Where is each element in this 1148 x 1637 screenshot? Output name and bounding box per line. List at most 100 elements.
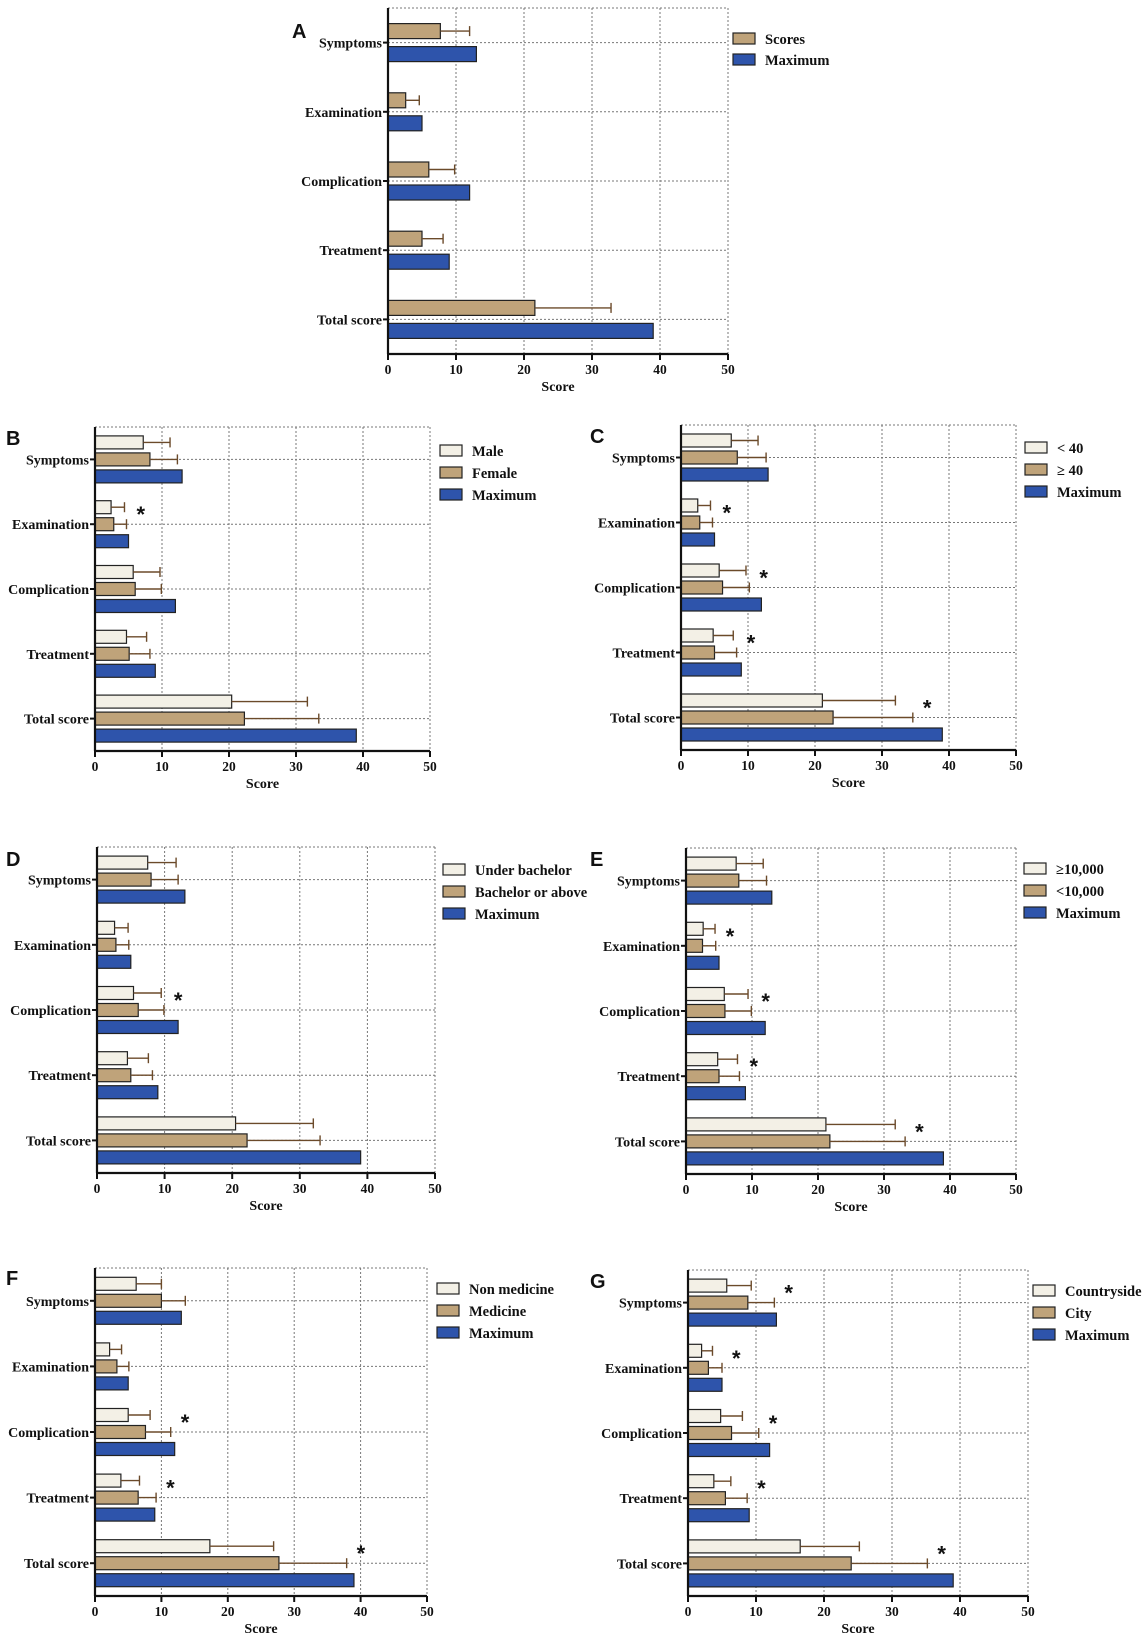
- legend-label-countryside: Countryside: [1065, 1284, 1142, 1300]
- x-tick-label-10: 10: [749, 1604, 763, 1619]
- category-label-symptoms: Symptoms: [319, 37, 383, 52]
- bar-scores-complication: [387, 161, 430, 178]
- category-label-complication: Complication: [601, 1427, 682, 1442]
- category-label-treatment: Treatment: [27, 648, 90, 663]
- significance-star-examination: *: [722, 501, 731, 526]
- panel-letter: B: [6, 428, 20, 450]
- bar-maximum-complication: [94, 598, 177, 614]
- x-tick-label-20: 20: [811, 1182, 825, 1197]
- bar-scores-examination: [387, 92, 407, 109]
- bar-under-bachelor-treatment: [96, 1051, 129, 1066]
- bar-40-examination: [680, 498, 699, 513]
- x-tick-label-20: 20: [221, 1604, 235, 1619]
- x-tick-label-0: 0: [92, 1604, 99, 1619]
- category-label-symptoms: Symptoms: [619, 1297, 683, 1312]
- legend-swatch-maximum: [1032, 1328, 1056, 1341]
- bar-male-symptoms: [94, 435, 144, 450]
- category-label-total-score: Total score: [26, 1134, 91, 1149]
- x-axis-title: Score: [244, 1622, 277, 1637]
- bar-bachelor-or-above-treatment: [96, 1068, 132, 1083]
- legend-swatch-maximum: [732, 53, 756, 66]
- x-tick-label-20: 20: [225, 1181, 239, 1196]
- category-label-examination: Examination: [598, 517, 675, 532]
- legend-swatch-10-000: [1023, 884, 1047, 897]
- panel-g: G Symptoms Examination Complication Treatmen…: [590, 1269, 1142, 1637]
- bar-medicine-examination: [94, 1359, 118, 1374]
- category-label-total-score: Total score: [615, 1135, 680, 1150]
- category-label-total-score: Total score: [617, 1557, 682, 1572]
- panel-letter: E: [590, 849, 603, 871]
- significance-star-treatment: *: [749, 1054, 758, 1079]
- bar-maximum-symptoms: [96, 889, 186, 904]
- bar-10-000-symptoms: [685, 856, 737, 871]
- legend-swatch-male: [439, 444, 463, 457]
- bar-maximum-symptoms: [685, 890, 773, 905]
- category-label-treatment: Treatment: [29, 1069, 92, 1084]
- bar-10-000-treatment: [685, 1069, 720, 1084]
- bar-maximum-symptoms: [94, 1310, 182, 1325]
- category-label-examination: Examination: [603, 940, 680, 955]
- bar-maximum-total-score: [387, 322, 654, 339]
- category-label-complication: Complication: [599, 1005, 680, 1020]
- category-label-complication: Complication: [10, 1004, 91, 1019]
- x-tick-label-30: 30: [287, 1604, 301, 1619]
- bar-maximum-examination: [687, 1377, 723, 1392]
- bar-40-symptoms: [680, 433, 732, 448]
- bar-10-000-examination: [685, 938, 704, 953]
- bar-maximum-total-score: [94, 1573, 355, 1588]
- bar-maximum-treatment: [685, 1086, 747, 1101]
- bar-countryside-treatment: [687, 1474, 715, 1489]
- significance-star-symptoms: *: [784, 1281, 793, 1306]
- legend-swatch-maximum: [439, 488, 463, 501]
- bar-countryside-examination: [687, 1343, 703, 1358]
- legend-label-40: < 40: [1057, 441, 1083, 457]
- legend-label-maximum: Maximum: [1056, 906, 1120, 922]
- bar-female-total-score: [94, 711, 246, 726]
- x-axis-title: Score: [249, 1199, 282, 1214]
- x-tick-label-50: 50: [423, 759, 437, 774]
- category-label-symptoms: Symptoms: [617, 875, 681, 890]
- x-axis-title: Score: [841, 1622, 874, 1637]
- bar-bachelor-or-above-symptoms: [96, 872, 152, 887]
- x-tick-label-0: 0: [685, 1604, 692, 1619]
- bar-10-000-complication: [685, 1003, 726, 1019]
- category-label-total-score: Total score: [317, 313, 382, 328]
- bar-female-examination: [94, 517, 115, 532]
- x-tick-label-10: 10: [155, 759, 169, 774]
- x-tick-label-40: 40: [953, 1604, 967, 1619]
- category-label-treatment: Treatment: [620, 1492, 683, 1507]
- legend-label-maximum: Maximum: [765, 53, 829, 69]
- bar-40-treatment: [680, 645, 716, 660]
- legend-swatch-40: [1024, 463, 1048, 476]
- category-label-symptoms: Symptoms: [612, 452, 676, 467]
- bar-maximum-treatment: [687, 1508, 750, 1523]
- legend-label-male: Male: [472, 444, 504, 460]
- bar-maximum-complication: [680, 597, 763, 612]
- x-tick-label-30: 30: [877, 1182, 891, 1197]
- legend-label-maximum: Maximum: [1065, 1328, 1129, 1344]
- legend-swatch-maximum: [442, 907, 466, 920]
- significance-star-complication: *: [761, 989, 770, 1014]
- bar-male-total-score: [94, 694, 233, 709]
- panel-a: A Symptoms Examination Complication Treatmen…: [292, 7, 829, 395]
- bar-maximum-symptoms: [680, 467, 769, 482]
- bar-countryside-symptoms: [687, 1278, 728, 1293]
- legend-label-maximum: Maximum: [475, 907, 539, 923]
- x-tick-label-40: 40: [943, 1182, 957, 1197]
- significance-star-treatment: *: [757, 1476, 766, 1501]
- bar-bachelor-or-above-examination: [96, 937, 117, 952]
- bar-maximum-treatment: [680, 662, 742, 677]
- bar-maximum-symptoms: [94, 469, 183, 484]
- bar-city-examination: [687, 1360, 709, 1375]
- x-axis-title: Score: [834, 1200, 867, 1215]
- legend-label-city: City: [1065, 1306, 1092, 1322]
- significance-star-total-score: *: [923, 696, 932, 721]
- category-label-complication: Complication: [301, 175, 382, 190]
- legend-swatch-city: [1032, 1306, 1056, 1319]
- bar-non-medicine-examination: [94, 1342, 111, 1357]
- bar-40-complication: [680, 563, 720, 578]
- x-tick-label-40: 40: [361, 1181, 375, 1196]
- legend-label-non-medicine: Non medicine: [469, 1282, 555, 1298]
- significance-star-treatment: *: [747, 631, 756, 656]
- significance-star-complication: *: [759, 566, 768, 591]
